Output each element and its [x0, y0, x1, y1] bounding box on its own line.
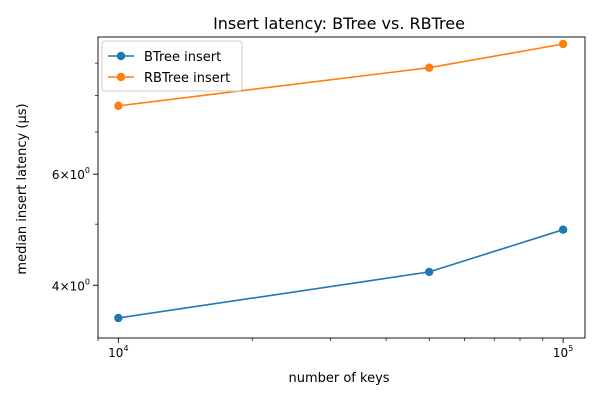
legend-label: RBTree insert — [144, 71, 230, 86]
x-tick-label: 104 — [108, 344, 128, 360]
legend-box — [101, 40, 243, 92]
data-point — [558, 225, 568, 234]
y-axis-label: median insert latency (µs) — [15, 103, 30, 274]
legend: BTree insert RBTree insert — [101, 40, 243, 92]
x-axis-label: number of keys — [288, 371, 389, 386]
y-tick-label: 4×100 — [52, 277, 90, 293]
plot-area: 104 105 4×100 6×100 — [52, 36, 586, 360]
data-point — [425, 267, 434, 277]
x-tick-label: 105 — [553, 344, 573, 360]
data-point — [114, 101, 123, 111]
data-point — [425, 63, 434, 72]
axes-frame — [97, 36, 586, 339]
legend-label: BTree insert — [144, 50, 221, 65]
legend-marker — [116, 72, 126, 82]
data-point — [558, 39, 568, 49]
data-point — [114, 313, 123, 323]
legend-marker — [116, 51, 126, 61]
chart-title: Insert latency: BTree vs. RBTree — [213, 14, 465, 33]
y-tick-label: 6×100 — [52, 166, 90, 182]
